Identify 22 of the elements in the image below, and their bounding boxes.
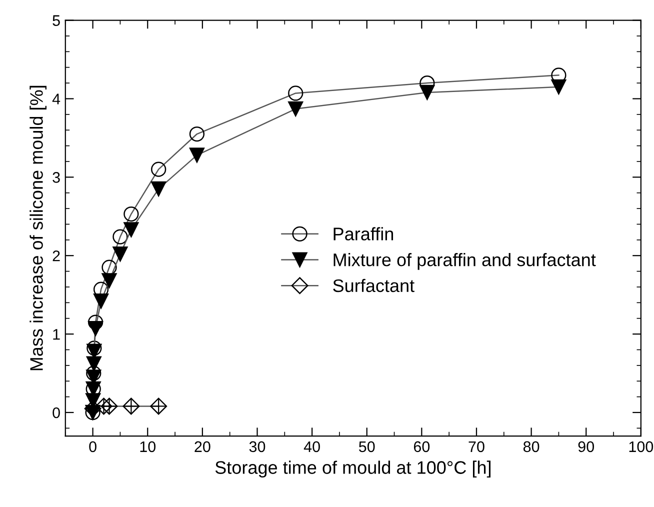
legend-label: Surfactant	[333, 278, 414, 292]
legend-label: Mixture of paraffin and surfactant	[334, 252, 596, 270]
legend-label: Paraffin	[334, 227, 394, 240]
y-axis-title: Mass increase of silicone mould [%]	[30, 86, 46, 370]
x-tick-label: 50	[358, 441, 375, 452]
x-tick-label: 90	[578, 441, 594, 452]
x-tick-label: 20	[194, 441, 210, 452]
x-tick-label: 70	[468, 441, 484, 452]
x-tick-label: 80	[523, 441, 540, 452]
x-tick-label: 30	[249, 441, 266, 452]
x-tick-label: 100	[629, 441, 654, 452]
x-tick-label: 0	[89, 441, 96, 452]
y-tick-label: 4	[52, 94, 60, 104]
x-tick-label: 40	[304, 441, 320, 452]
y-tick-label: 0	[52, 407, 60, 418]
y-tick-label: 5	[52, 15, 60, 26]
y-tick-label: 1	[53, 329, 60, 340]
x-tick-label: 60	[414, 441, 430, 452]
y-tick-label: 2	[52, 250, 60, 262]
y-tick-label: 3	[52, 172, 60, 183]
x-axis-title: Storage time of mould at 100°C [h]	[215, 460, 490, 478]
x-tick-label: 10	[140, 441, 156, 452]
